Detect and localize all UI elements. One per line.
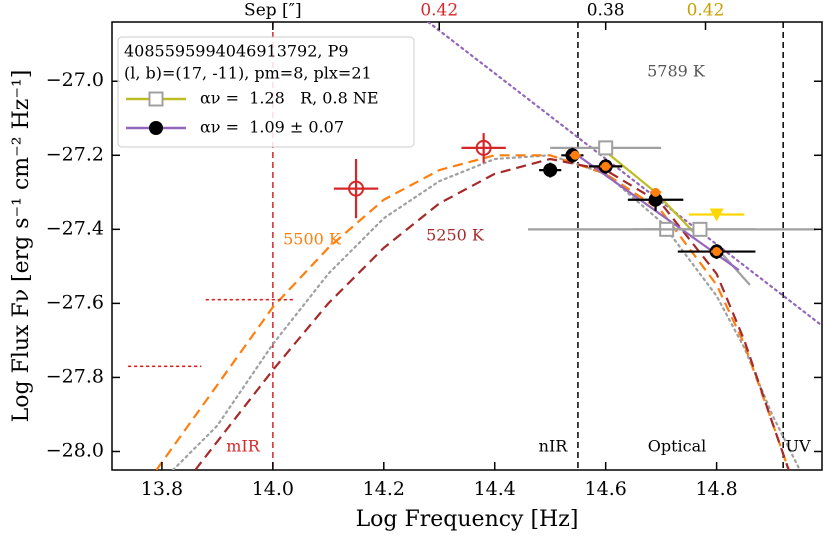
x-tick-label: 14.6 (585, 478, 627, 500)
legend-label: αν = 1.09 ± 0.07 (200, 118, 344, 137)
marker (148, 91, 164, 107)
x-axis-label: Log Frequency [Hz] (356, 507, 579, 532)
marker (149, 121, 163, 135)
x-tick-label: 13.8 (141, 478, 183, 500)
marker (692, 221, 708, 237)
marker (475, 139, 492, 156)
x-tick-label: 14.2 (363, 478, 405, 500)
y-tick-label: −27.0 (46, 69, 104, 91)
marker (543, 163, 558, 178)
x-tick-label: 14.0 (252, 478, 294, 500)
y-axis-label: Log Flux Fν [erg s⁻¹ cm⁻² Hz⁻¹] (9, 70, 34, 423)
annotation: 5789 K (647, 62, 706, 81)
marker (348, 180, 365, 197)
series-line (194, 157, 790, 470)
marker (712, 247, 722, 257)
marker (570, 150, 580, 160)
x-tick-label: 14.8 (695, 478, 737, 500)
series-line (171, 154, 801, 470)
legend-title: (l, b)=(17, -11), pm=8, plx=21 (124, 64, 372, 83)
annotation: Optical (648, 437, 707, 456)
y-tick-label: −27.2 (46, 143, 104, 165)
y-tick-label: −28.0 (46, 439, 104, 461)
annotation: 5500 K (283, 230, 342, 249)
legend-label: αν = 1.28 R, 0.8 NE (200, 89, 379, 108)
annotation: 5250 K (426, 226, 485, 245)
annotation: mIR (226, 437, 260, 456)
marker (709, 208, 724, 222)
x-tick-label: 14.4 (474, 478, 516, 500)
top-tick-label: 0.42 (687, 1, 725, 21)
marker (651, 187, 661, 197)
annotation: nIR (539, 437, 569, 456)
marker (601, 161, 611, 171)
top-tick-label: Sep [″] (244, 1, 302, 21)
marker (648, 192, 663, 207)
annotation: UV (785, 437, 810, 456)
plot (127, 22, 822, 470)
series-line (155, 154, 790, 470)
y-tick-label: −27.6 (46, 291, 104, 313)
series-line (427, 22, 822, 327)
top-tick-label: 0.42 (420, 1, 458, 21)
y-tick-label: −27.4 (46, 217, 104, 239)
marker (598, 140, 614, 156)
legend-box (117, 36, 415, 148)
legend-title: 4085595994046913792, P9 (124, 42, 349, 61)
y-tick-label: −27.8 (46, 365, 104, 387)
top-tick-label: 0.38 (587, 1, 625, 21)
plot-frame (111, 21, 823, 471)
